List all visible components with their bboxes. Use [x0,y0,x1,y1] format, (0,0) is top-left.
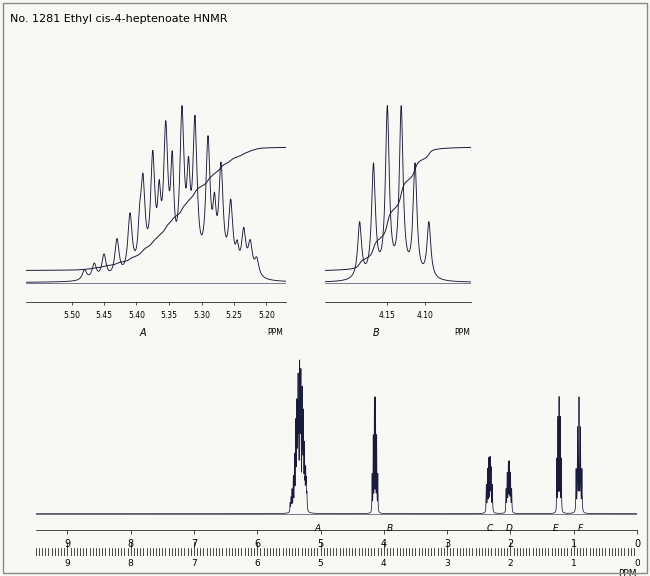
Text: 4: 4 [381,559,387,569]
Text: 2: 2 [508,559,514,569]
Text: 1: 1 [571,559,577,569]
Text: No. 1281 Ethyl cis-4-heptenoate HNMR: No. 1281 Ethyl cis-4-heptenoate HNMR [10,14,227,24]
Text: A: A [315,524,320,533]
Text: B: B [373,328,380,338]
Text: 8: 8 [128,559,133,569]
Text: 3: 3 [444,559,450,569]
Text: 0: 0 [634,559,640,569]
Text: PPM: PPM [268,328,283,337]
Text: D: D [506,524,513,533]
Text: PPM: PPM [454,328,470,337]
Text: 6: 6 [254,559,260,569]
Text: F: F [577,524,582,533]
Text: C: C [487,524,493,533]
Text: PPM: PPM [619,569,637,576]
Text: B: B [387,524,393,533]
Text: 5: 5 [318,559,324,569]
Text: A: A [140,328,146,338]
Text: E: E [553,524,559,533]
Text: 7: 7 [191,559,197,569]
Text: 9: 9 [64,559,70,569]
